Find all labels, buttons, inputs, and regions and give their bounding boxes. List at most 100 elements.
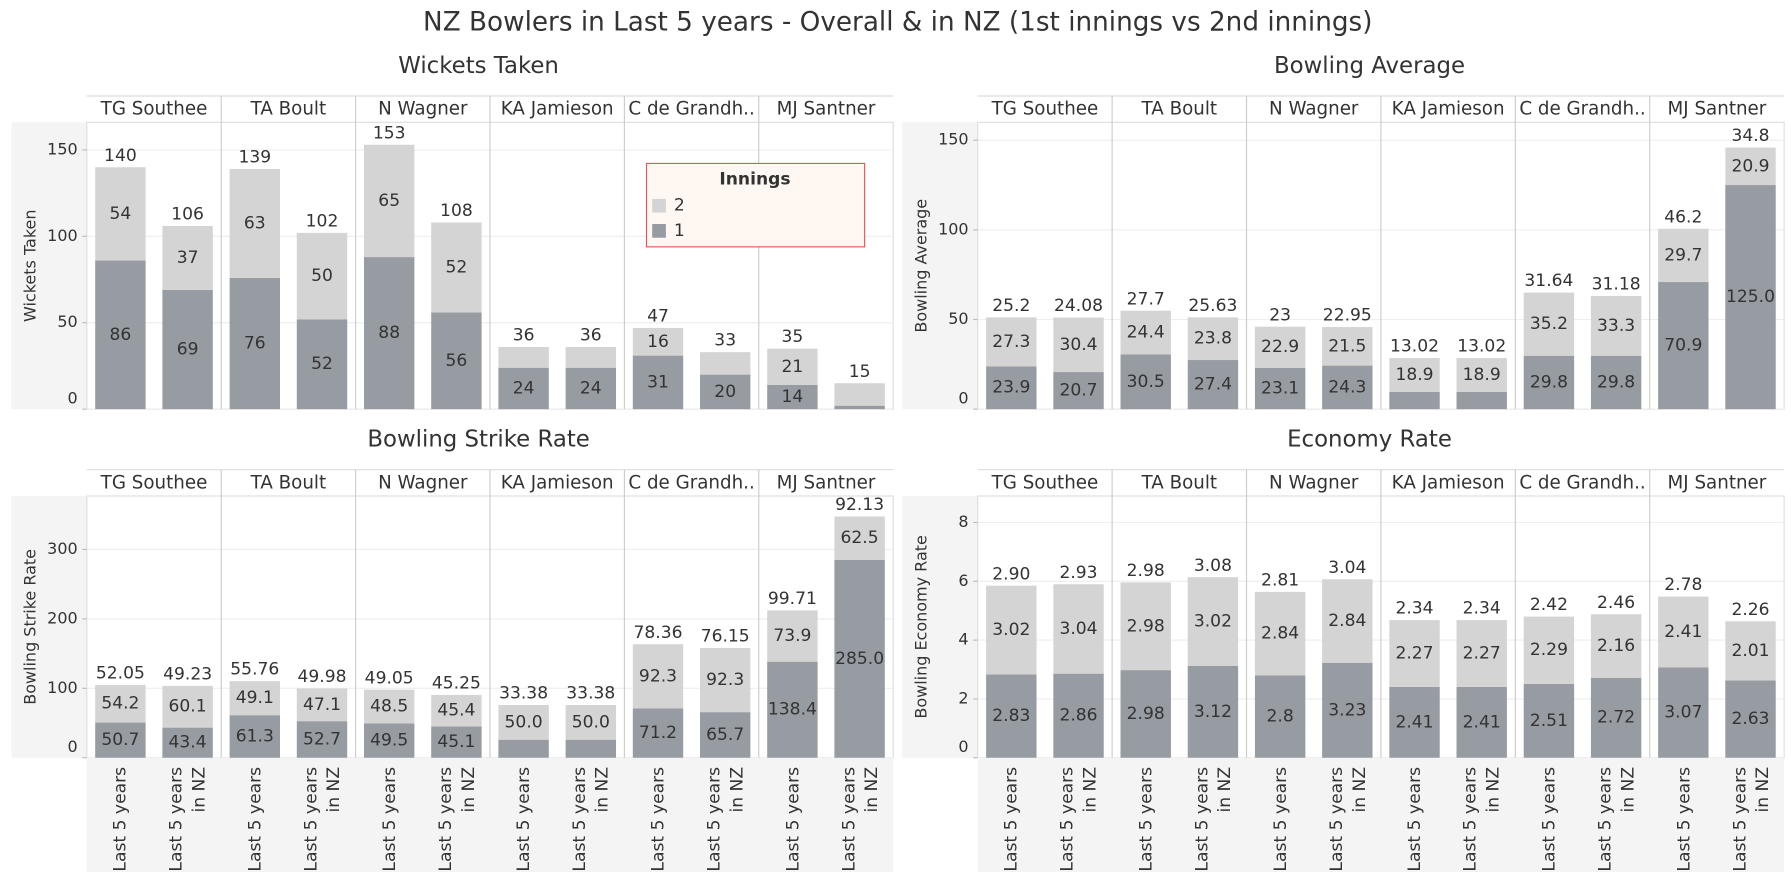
segment-label: 3.02 [992,620,1030,640]
bar-segment [700,352,751,375]
segment-label: 2.84 [1261,624,1299,644]
bar-segment [565,739,617,758]
y-axis-title: Bowling Strike Rate [20,549,39,705]
bar-segment [1322,327,1373,366]
total-label: 36 [513,326,535,346]
x-tick-label: Last 5 years [513,766,534,872]
x-tick-label: Last 5 years [1673,766,1694,872]
y-tick-label: 150 [47,139,78,158]
segment-label: 2.41 [1395,712,1433,732]
total-label: 2.26 [1731,600,1769,620]
bar-segment [1456,686,1507,758]
x-tick-label: Last 5 years in NZ [434,766,479,872]
y-tick-label: 300 [47,539,78,558]
bar-segment [1725,147,1776,186]
group-header: N Wagner [1269,472,1359,493]
bar-segment [1658,667,1709,758]
segment-label: 73.9 [773,626,811,646]
group-header: KA Jamieson [501,99,614,120]
y-tick-label: 2 [958,688,968,707]
legend-label: 1 [674,221,685,241]
y-axis-panel [902,122,978,410]
group-header: KA Jamieson [1392,99,1505,120]
x-tick-label: Last 5 years [1269,766,1291,872]
segment-label: 92.3 [639,666,677,686]
segment-label: 50.0 [505,712,543,732]
bar-segment [1523,292,1575,356]
y-tick-label: 0 [958,737,968,756]
bar-segment [632,708,684,758]
segment-label: 47.1 [303,695,341,715]
bar-segment [1053,584,1104,674]
bar-segment [296,688,348,722]
bar-segment [1322,579,1373,663]
bar-segment [565,367,617,410]
bar-segment [834,559,885,758]
total-label: 33 [714,331,736,351]
x-tick-label: Last 5 years in NZ [837,766,882,872]
bar-segment [632,355,684,410]
bar-segment [1658,282,1709,410]
group-header: MJ Santner [777,99,876,120]
y-tick-label: 100 [938,219,969,238]
group-header: KA Jamieson [501,472,614,493]
x-tick-label: Last 5 years in NZ [165,766,210,872]
segment-label: 2.63 [1731,709,1769,729]
bar-segment [1053,317,1104,373]
total-label: 2.34 [1395,599,1433,619]
segment-label: 2.41 [1664,622,1702,642]
bar-segment [162,289,213,410]
bar-segment [1456,620,1507,687]
bar-segment [95,722,146,758]
x-tick-label: Last 5 years in NZ [569,766,613,872]
dashboard-title: NZ Bowlers in Last 5 years - Overall & i… [423,7,1372,37]
total-label: 2.93 [1059,563,1097,583]
x-tick-label: Last 5 years in NZ [703,766,747,872]
segment-label: 50 [311,266,333,286]
segment-label: 2.27 [1395,643,1433,663]
bar-segment [95,167,146,261]
total-label: 3.08 [1194,556,1232,576]
x-tick-label: Last 5 years in NZ [1191,766,1235,872]
bar-segment [95,260,146,410]
bar-segment [1187,317,1239,361]
total-label: 13.02 [1390,337,1439,357]
segment-label: 60.1 [169,697,207,717]
x-tick-label: Last 5 years in NZ [1325,766,1370,872]
segment-label: 2.72 [1597,708,1635,728]
bar-segment [1254,326,1306,368]
segment-label: 43.4 [169,733,207,753]
total-label: 78.36 [633,623,682,643]
bar-segment [1254,591,1306,676]
segment-label: 71.2 [639,723,677,743]
bar-segment [1120,310,1171,355]
total-label: 108 [440,201,473,221]
bar-segment [1725,680,1776,758]
segment-label: 24 [513,378,535,398]
segment-label: 2.98 [1127,616,1165,636]
segment-label: 2.8 [1266,707,1293,727]
bar-segment [498,704,549,740]
total-label: 52.05 [96,663,145,683]
bar-segment [834,516,885,560]
group-header: C de Grandh.. [628,472,754,493]
y-tick-label: 6 [958,571,968,590]
segment-label: 24.3 [1328,377,1366,397]
bar-segment [1456,358,1507,392]
segment-label: 50.7 [101,730,139,750]
segment-label: 125.0 [1726,287,1775,307]
bar-segment [1322,365,1373,410]
segment-label: 31 [647,372,669,392]
segment-label: 20 [714,382,736,402]
total-label: 45.25 [432,673,481,693]
total-label: 15 [849,362,871,382]
bar-segment [229,168,281,278]
x-axis-panel [86,757,894,872]
segment-label: 49.1 [236,688,274,708]
segment-label: 86 [110,325,132,345]
segment-label: 16 [647,332,669,352]
total-label: 34.8 [1731,126,1769,146]
x-tick-label: Last 5 years [1538,766,1560,872]
y-tick-label: 0 [68,737,78,756]
segment-label: 62.5 [841,528,879,548]
